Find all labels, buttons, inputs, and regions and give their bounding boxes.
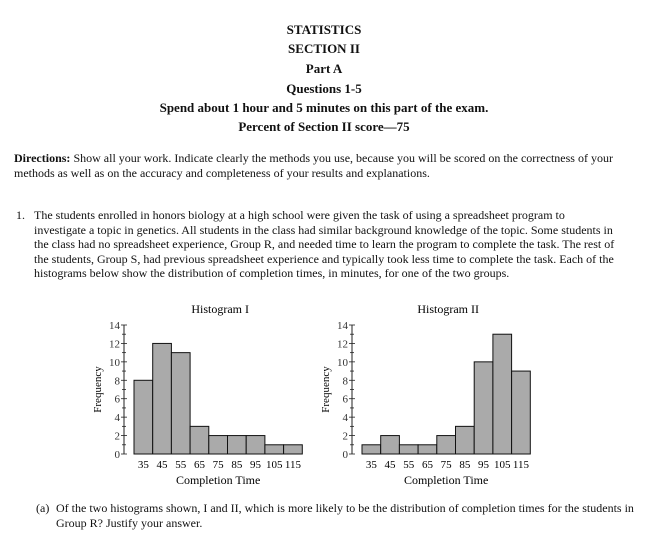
y-tick-label: 2	[343, 431, 349, 443]
histogram-bar	[208, 435, 229, 455]
x-tick-label: 105	[266, 459, 283, 471]
y-tick-label: 2	[115, 431, 121, 443]
histogram-bar	[133, 379, 154, 455]
questions-range: Questions 1-5	[286, 81, 362, 96]
x-tick-label: 115	[513, 459, 530, 471]
y-tick-label: 4	[115, 412, 121, 424]
histogram-bar	[398, 444, 419, 455]
x-tick-label: 95	[478, 459, 490, 471]
x-tick-label: 85	[459, 459, 471, 471]
x-axis-label: Completion Time	[404, 473, 488, 487]
y-tick-label: 10	[109, 357, 121, 369]
histogram-bar	[189, 425, 210, 455]
histogram-bar	[455, 425, 475, 455]
x-tick-label: 65	[422, 459, 434, 471]
y-tick-label: 0	[115, 449, 121, 461]
section-subtitle: SECTION II	[288, 41, 360, 56]
directions-text: Show all your work. Indicate clearly the…	[14, 151, 613, 180]
x-tick-label: 55	[403, 459, 415, 471]
histogram-bar	[417, 444, 438, 455]
y-axis-label: Frequency	[320, 366, 332, 413]
score-percent: Percent of Section II score—75	[238, 119, 410, 134]
y-tick-label: 12	[337, 338, 348, 350]
question-1: 1. The students enrolled in honors biolo…	[16, 208, 616, 281]
x-tick-label: 35	[138, 459, 150, 471]
histogram-bar	[283, 444, 303, 455]
directions-label: Directions:	[14, 151, 71, 165]
histogram-bar	[361, 444, 382, 455]
y-tick-label: 10	[337, 357, 349, 369]
x-tick-label: 35	[366, 459, 378, 471]
y-axis-label: Frequency	[92, 366, 104, 413]
y-tick-label: 8	[115, 375, 121, 387]
y-tick-label: 0	[343, 449, 349, 461]
y-tick-label: 14	[109, 320, 121, 332]
histogram-bar	[245, 435, 266, 455]
histogram-bar	[152, 342, 172, 455]
y-tick-label: 6	[343, 394, 349, 406]
x-tick-label: 75	[441, 459, 453, 471]
histogram-bar	[264, 444, 285, 455]
time-instruction: Spend about 1 hour and 5 minutes on this…	[159, 100, 489, 115]
section-title: STATISTICS	[286, 22, 362, 37]
histogram-bar	[380, 435, 400, 455]
part-title: Part A	[305, 61, 343, 76]
histogram-bar	[170, 352, 191, 455]
y-tick-label: 12	[109, 338, 120, 350]
question-number: 1.	[16, 208, 25, 222]
part-a-text: Of the two histograms shown, I and II, w…	[56, 501, 634, 530]
part-a-label: (a)	[36, 501, 50, 515]
y-tick-label: 4	[343, 412, 349, 424]
part-a: (a) Of the two histograms shown, I and I…	[36, 501, 636, 530]
question-text: The students enrolled in honors biology …	[34, 208, 615, 280]
x-tick-label: 65	[194, 459, 206, 471]
y-tick-label: 6	[115, 394, 121, 406]
x-tick-label: 95	[250, 459, 261, 471]
x-tick-label: 55	[175, 459, 187, 471]
x-tick-label: 85	[231, 459, 243, 471]
y-tick-label: 8	[343, 375, 349, 387]
histogram-bar	[227, 435, 247, 455]
directions: Directions: Show all your work. Indicate…	[14, 151, 624, 181]
chart-title: Histogram I	[191, 302, 249, 316]
histogram-bar	[511, 370, 531, 455]
x-axis-label: Completion Time	[176, 473, 260, 487]
histogram-bar	[436, 435, 457, 455]
x-tick-label: 45	[157, 459, 169, 471]
histogram-1: Histogram I 0 2 4 6 8 10 12 14 Frequency 35 45 55 65 7…	[92, 302, 303, 487]
histogram-2: Histogram II 0 2 4 6 8 10 12 14 Frequency 35 45 55 65…	[320, 302, 531, 487]
chart-title: Histogram II	[417, 302, 479, 316]
x-tick-label: 75	[213, 459, 225, 471]
x-tick-label: 105	[494, 459, 511, 471]
y-tick-label: 14	[337, 320, 349, 332]
x-tick-label: 115	[285, 459, 302, 471]
x-tick-label: 45	[385, 459, 397, 471]
histogram-bar	[473, 361, 494, 455]
histogram-bar	[492, 333, 513, 455]
